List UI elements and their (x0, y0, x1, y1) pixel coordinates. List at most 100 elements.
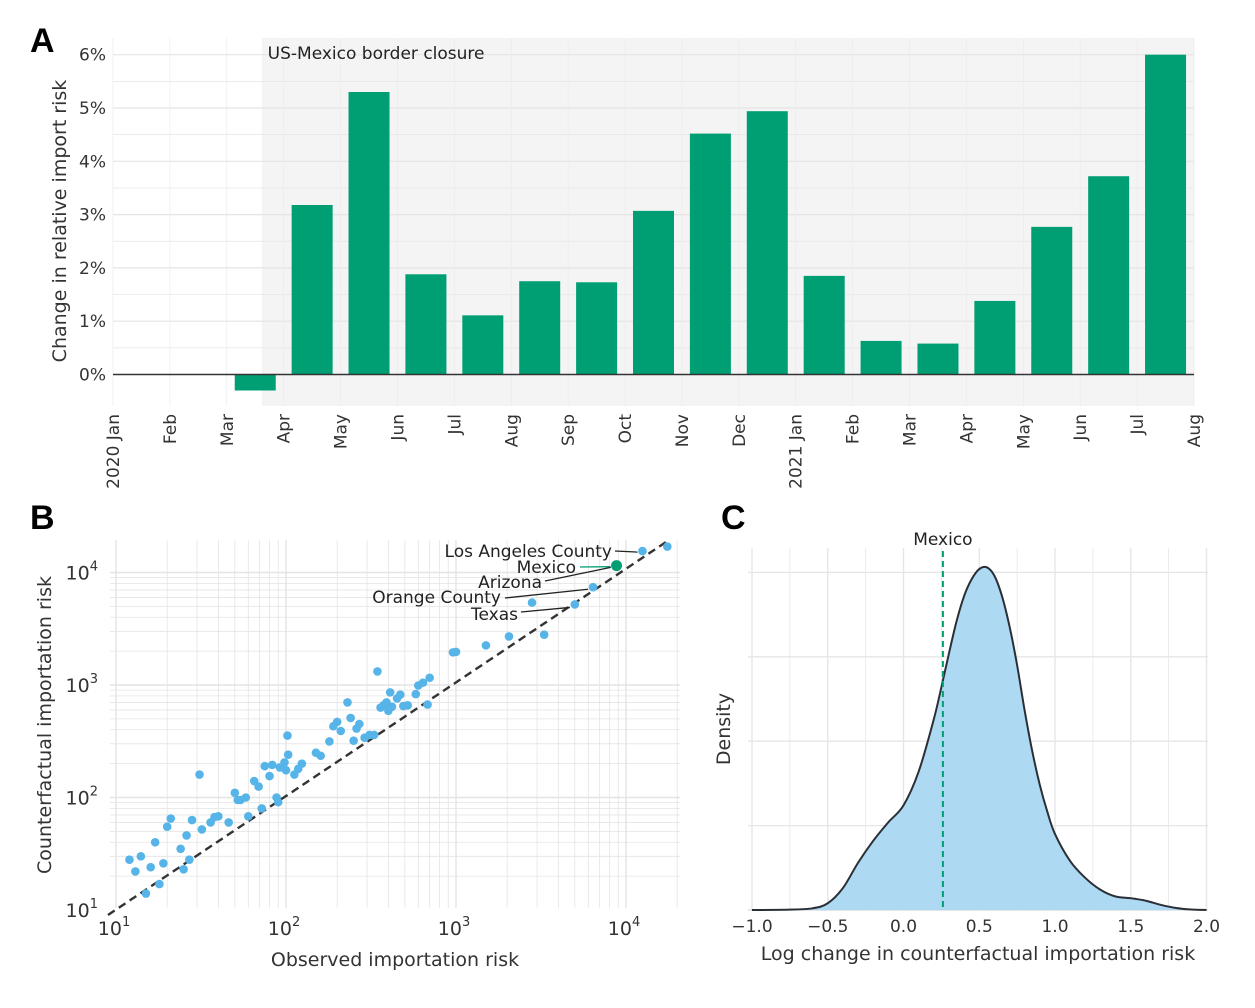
y-tick-label: 102 (66, 785, 98, 810)
scatter-point (146, 862, 156, 872)
x-tick-label: Jul (1128, 414, 1148, 436)
leader-line (614, 550, 638, 553)
panel-b-points (125, 542, 672, 898)
label-orange-county: Orange County (372, 588, 501, 608)
y-tick-exponent: 1 (90, 897, 98, 912)
scatter-point (297, 759, 307, 768)
x-tick-label: Jun (1071, 414, 1091, 442)
scatter-point (182, 831, 191, 840)
bar-12 (803, 275, 845, 375)
x-tick-label: May (1014, 414, 1034, 449)
scatter-point (451, 647, 461, 657)
x-tick-label: 1.0 (1041, 917, 1068, 937)
y-tick-label: 3% (79, 206, 106, 226)
scatter-point (387, 702, 397, 712)
scatter-point (395, 690, 405, 699)
x-tick-exponent: 1 (122, 915, 130, 930)
x-tick-label: Sep (559, 414, 579, 446)
scatter-point (185, 855, 194, 864)
bar-18 (1145, 54, 1187, 375)
y-tick-label: 103 (66, 672, 98, 697)
scatter-point (176, 844, 185, 854)
scatter-point (570, 600, 580, 609)
bar-15 (974, 300, 1016, 375)
scatter-point (159, 859, 168, 868)
panel-a-tick-labels: 0% 1% 2% 3% 4% 5% 6% 2020 Jan Feb Mar Apr May Jun Jul… (79, 46, 1205, 489)
panel-letter-b: B (30, 499, 55, 537)
scatter-point (241, 793, 251, 802)
bar-13 (860, 340, 902, 375)
panel-a-y-axis-title: Change in relative import risk (49, 80, 71, 363)
x-tick-label: Jun (388, 414, 408, 442)
panel-b-x-axis-title: Observed importation risk (271, 949, 519, 971)
scatter-point (411, 689, 421, 699)
panel-c-density-plot: Mexico −1.0 −0.5 0.0 0.5 1.0 1.5 2.0 Log chang… (713, 530, 1220, 965)
x-tick-exponent: 3 (462, 915, 470, 930)
bar-17 (1088, 176, 1130, 375)
scatter-point (527, 598, 537, 607)
panel-c-y-axis-title: Density (713, 693, 735, 765)
scatter-point (481, 641, 491, 650)
bar-10 (689, 133, 731, 375)
scatter-point (131, 867, 140, 876)
mexico-point (611, 560, 623, 572)
x-tick-label: Jul (445, 414, 465, 436)
scatter-point (663, 542, 672, 551)
scatter-point (136, 852, 146, 861)
scatter-point (403, 701, 413, 710)
scatter-point (316, 751, 326, 761)
scatter-point (418, 678, 428, 687)
panel-c-tick-labels: −1.0 −0.5 0.0 0.5 1.0 1.5 2.0 (731, 917, 1220, 937)
scatter-point (638, 546, 647, 556)
panel-letter-c: C (721, 499, 746, 537)
label-texas: Texas (470, 605, 518, 625)
panel-letter-a: A (30, 22, 55, 60)
scatter-point (243, 812, 253, 821)
bar-11 (746, 111, 788, 375)
x-tick-label: Mar (218, 414, 238, 446)
x-tick-label: Feb (161, 414, 181, 444)
x-tick-label: Aug (502, 414, 522, 447)
scatter-point (280, 758, 289, 767)
scatter-point (267, 760, 277, 770)
scatter-point (281, 765, 291, 775)
scatter-point (141, 889, 151, 898)
x-tick-label: 104 (608, 915, 640, 940)
panel-a-bars (113, 54, 1194, 391)
scatter-point (257, 804, 267, 813)
label-arizona: Arizona (478, 573, 542, 593)
y-tick-label: 2% (79, 259, 106, 279)
x-tick-label: 2020 Jan (104, 414, 124, 489)
bar-7 (519, 281, 561, 375)
scatter-point (273, 797, 283, 807)
x-tick-label: 102 (268, 915, 300, 940)
x-tick-label: Oct (616, 414, 636, 444)
scatter-point (325, 737, 334, 746)
y-tick-exponent: 2 (90, 785, 98, 800)
x-tick-label: 2021 Jan (787, 414, 807, 489)
x-tick-label: Dec (730, 414, 750, 447)
leader-line (544, 566, 611, 582)
x-tick-label: 0.5 (966, 917, 993, 937)
x-tick-label: Nov (673, 414, 693, 447)
scatter-point (355, 719, 364, 729)
y-tick-label: 4% (79, 152, 106, 172)
x-tick-label: 1.5 (1117, 917, 1144, 937)
scatter-point (373, 667, 382, 676)
x-tick-label: 101 (98, 915, 130, 940)
scatter-point (504, 632, 514, 641)
leader-line (520, 606, 570, 613)
panel-c-density-area (751, 565, 1207, 911)
scatter-point (425, 673, 434, 683)
scatter-point (539, 630, 549, 639)
bar-6 (462, 315, 504, 375)
scatter-point (214, 812, 223, 821)
x-tick-label: −0.5 (807, 917, 848, 937)
y-tick-exponent: 4 (90, 560, 98, 575)
leader-line (504, 588, 589, 599)
scatter-point (187, 815, 197, 825)
x-tick-label: May (332, 414, 352, 449)
